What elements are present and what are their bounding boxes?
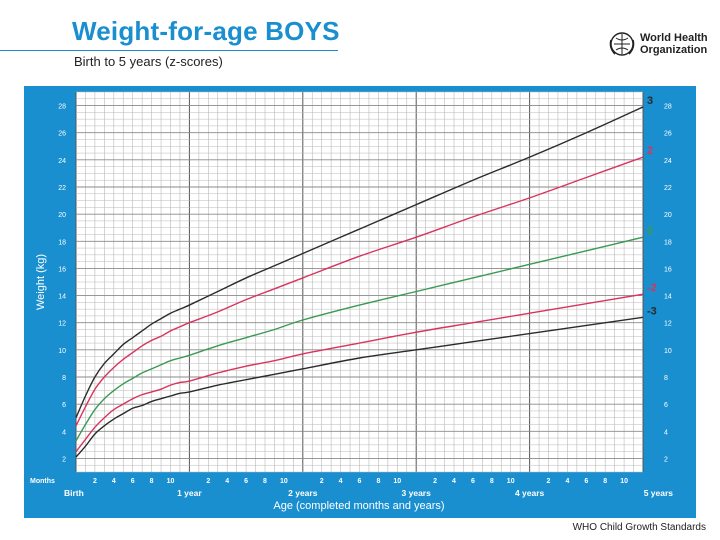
month-tick-label: 8 — [263, 478, 267, 485]
y-tick-label-left: 10 — [58, 348, 66, 355]
y-tick-label-left: 16 — [58, 266, 66, 273]
y-tick-label-right: 4 — [664, 429, 668, 436]
month-tick-label: 6 — [471, 478, 475, 485]
year-tick-label: 1 year — [177, 488, 202, 498]
month-tick-label: 10 — [507, 478, 515, 485]
page-title: Weight-for-age BOYS — [72, 16, 340, 46]
month-tick-label: 6 — [584, 478, 588, 485]
year-tick-label: Birth — [64, 488, 84, 498]
y-tick-label-right: 20 — [664, 212, 672, 219]
y-axis-label: Weight (kg) — [35, 254, 47, 310]
y-tick-label-left: 6 — [62, 402, 66, 409]
y-tick-label-left: 20 — [58, 212, 66, 219]
y-tick-label-right: 22 — [664, 185, 672, 192]
month-tick-label: 8 — [490, 478, 494, 485]
month-tick-label: 6 — [131, 478, 135, 485]
z-score-label-minus-2: -2 — [647, 282, 657, 294]
month-tick-label: 8 — [150, 478, 154, 485]
month-tick-label: 10 — [393, 478, 401, 485]
z-score-label-minus-3: -3 — [647, 305, 657, 317]
y-tick-label-left: 18 — [58, 239, 66, 246]
org-name-line-1: World Health — [640, 32, 708, 44]
month-tick-label: 6 — [358, 478, 362, 485]
y-tick-label-left: 14 — [58, 294, 66, 301]
org-name-line-2: Organization — [640, 44, 708, 56]
month-tick-label: 2 — [206, 478, 210, 485]
y-tick-label-left: 24 — [58, 158, 66, 165]
year-tick-label: 5 years — [644, 488, 674, 498]
z-score-label-0: 0 — [647, 225, 653, 237]
months-label: Months — [30, 478, 55, 485]
y-tick-label-left: 28 — [58, 104, 66, 111]
who-emblem-icon — [609, 32, 635, 56]
y-tick-label-right: 28 — [664, 104, 672, 111]
month-tick-label: 4 — [452, 478, 456, 485]
y-tick-label-right: 14 — [664, 294, 672, 301]
year-tick-label: 4 years — [515, 488, 545, 498]
z-score-line-3 — [75, 106, 644, 418]
y-tick-label-right: 2 — [664, 456, 668, 463]
page-subtitle: Birth to 5 years (z-scores) — [74, 54, 223, 69]
z-score-line-0 — [75, 236, 644, 442]
month-tick-label: 8 — [603, 478, 607, 485]
z-score-line-minus-2 — [75, 293, 644, 453]
y-tick-label-right: 16 — [664, 266, 672, 273]
x-axis-label: Age (completed months and years) — [273, 500, 444, 512]
y-tick-label-left: 2 — [62, 456, 66, 463]
y-tick-label-right: 24 — [664, 158, 672, 165]
y-tick-label-right: 18 — [664, 239, 672, 246]
title-underline — [0, 50, 338, 51]
y-tick-label-left: 8 — [62, 375, 66, 382]
organization-name: World Health Organization — [640, 32, 708, 56]
z-score-label-3: 3 — [647, 95, 653, 107]
month-tick-label: 2 — [433, 478, 437, 485]
month-tick-label: 4 — [225, 478, 229, 485]
month-tick-label: 2 — [547, 478, 551, 485]
series-layer — [75, 106, 644, 458]
y-tick-label-right: 8 — [664, 375, 668, 382]
y-tick-label-right: 26 — [664, 131, 672, 138]
y-tick-label-left: 22 — [58, 185, 66, 192]
month-tick-label: 10 — [620, 478, 628, 485]
grid-lines — [75, 91, 644, 473]
month-tick-label: 4 — [565, 478, 569, 485]
y-tick-label-right: 10 — [664, 348, 672, 355]
month-tick-label: 10 — [280, 478, 288, 485]
year-tick-label: 3 years — [402, 488, 432, 498]
month-tick-label: 4 — [339, 478, 343, 485]
y-tick-label-left: 4 — [62, 429, 66, 436]
z-score-label-2: 2 — [647, 145, 653, 157]
month-tick-label: 8 — [376, 478, 380, 485]
month-tick-label: 10 — [167, 478, 175, 485]
footer-note: WHO Child Growth Standards — [572, 522, 706, 533]
month-tick-label: 6 — [244, 478, 248, 485]
organization-badge: World Health Organization — [608, 30, 708, 58]
year-tick-label: 2 years — [288, 488, 318, 498]
y-tick-label-right: 6 — [664, 402, 668, 409]
y-tick-label-left: 26 — [58, 131, 66, 138]
y-tick-label-right: 12 — [664, 321, 672, 328]
z-score-line-minus-3 — [75, 316, 644, 458]
y-tick-label-left: 12 — [58, 321, 66, 328]
month-tick-label: 2 — [93, 478, 97, 485]
month-tick-label: 2 — [320, 478, 324, 485]
month-tick-label: 4 — [112, 478, 116, 485]
z-score-line-2 — [75, 156, 644, 427]
